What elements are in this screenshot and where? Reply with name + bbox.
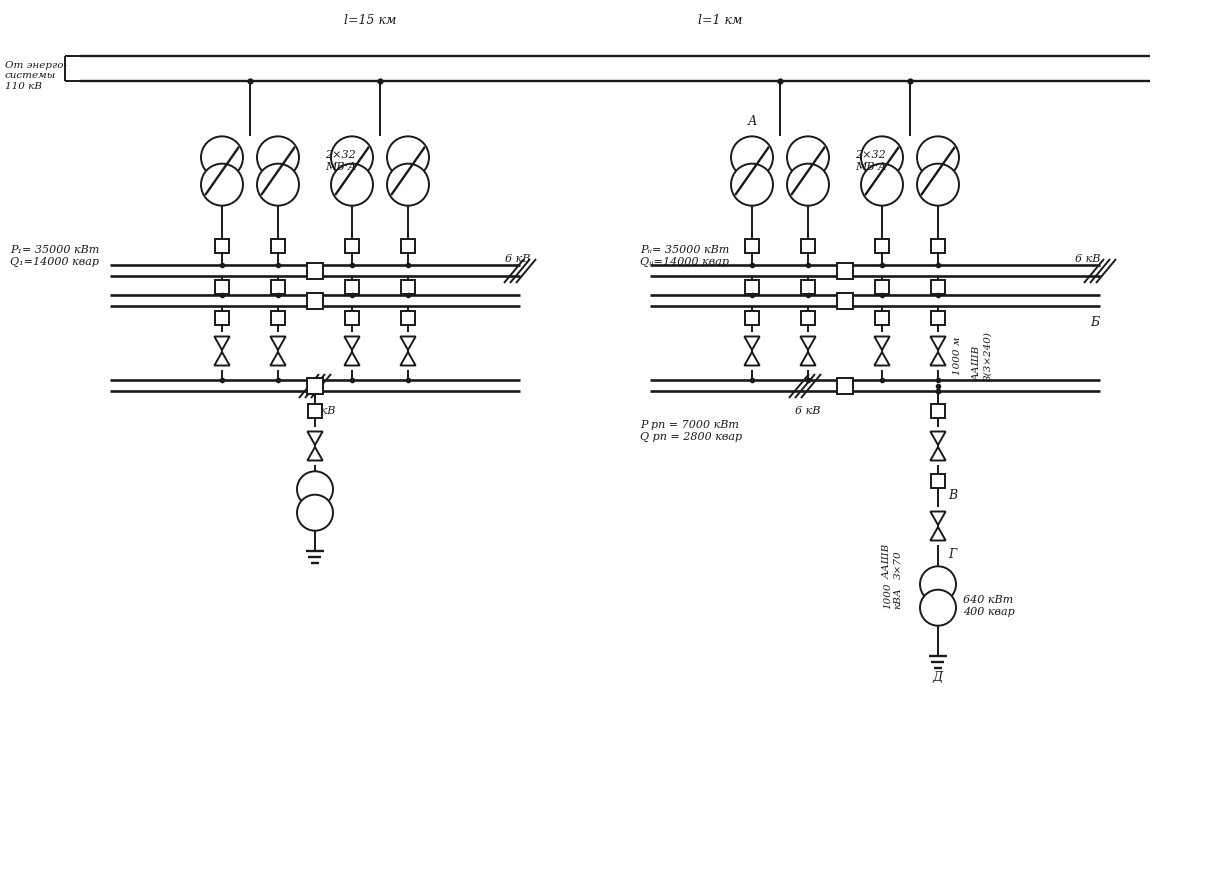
Bar	[837, 263, 853, 279]
Text: 6 кВ: 6 кВ	[505, 254, 530, 264]
Bar	[837, 378, 853, 394]
Text: Рᵢᵢ= 35000 кВт
Qᵢᵢ=14000 квар: Рᵢᵢ= 35000 кВт Qᵢᵢ=14000 квар	[639, 245, 729, 267]
Bar	[307, 293, 323, 309]
Bar	[837, 293, 853, 309]
Text: 2×32
МВ·А: 2×32 МВ·А	[325, 150, 356, 172]
Bar	[801, 239, 816, 253]
Bar	[308, 404, 322, 418]
Bar	[801, 280, 816, 294]
Text: От энерго-
системы
110 кВ: От энерго- системы 110 кВ	[5, 61, 67, 91]
Text: 640 кВт
400 квар: 640 кВт 400 квар	[963, 595, 1015, 617]
Text: 1000 м: 1000 м	[954, 336, 962, 375]
Circle shape	[297, 471, 333, 507]
Text: 1000
кВА: 1000 кВА	[883, 583, 902, 609]
Circle shape	[920, 590, 956, 625]
Circle shape	[201, 164, 243, 206]
Text: Р рп = 7000 кВт
Q рп = 2800 квар: Р рп = 7000 кВт Q рп = 2800 квар	[639, 420, 742, 442]
Bar	[307, 378, 323, 394]
Bar	[400, 280, 415, 294]
Bar	[875, 280, 890, 294]
Bar	[216, 239, 229, 253]
Circle shape	[731, 164, 772, 206]
Text: 6 кВ: 6 кВ	[310, 406, 335, 416]
Text: 2×32
МВ·А: 2×32 МВ·А	[855, 150, 886, 172]
Bar	[745, 280, 759, 294]
Bar	[931, 474, 945, 488]
Bar	[875, 239, 890, 253]
Circle shape	[331, 137, 373, 179]
Text: 6 кВ: 6 кВ	[795, 406, 821, 416]
Bar	[801, 311, 816, 325]
Bar	[307, 263, 323, 279]
Bar	[271, 280, 285, 294]
Bar	[400, 311, 415, 325]
Bar	[271, 239, 285, 253]
Text: ААШВ
3×70: ААШВ 3×70	[883, 543, 902, 579]
Bar	[271, 311, 285, 325]
Text: 6 кВ: 6 кВ	[1076, 254, 1100, 264]
Circle shape	[920, 566, 956, 603]
Bar	[745, 311, 759, 325]
Text: l=1 км: l=1 км	[697, 15, 742, 27]
Bar	[400, 239, 415, 253]
Text: В: В	[947, 490, 957, 503]
Bar	[345, 280, 359, 294]
Bar	[345, 239, 359, 253]
Circle shape	[331, 164, 373, 206]
Circle shape	[387, 164, 429, 206]
Text: ААШВ
3(3×240): ААШВ 3(3×240)	[973, 331, 993, 381]
Circle shape	[731, 137, 772, 179]
Bar	[216, 280, 229, 294]
Circle shape	[787, 137, 829, 179]
Circle shape	[787, 164, 829, 206]
Bar	[345, 311, 359, 325]
Text: Г: Г	[947, 548, 956, 561]
Bar	[931, 280, 945, 294]
Bar	[931, 239, 945, 253]
Bar	[745, 239, 759, 253]
Circle shape	[257, 164, 299, 206]
Circle shape	[297, 495, 333, 531]
Circle shape	[861, 164, 903, 206]
Circle shape	[917, 137, 958, 179]
Text: l=15 км: l=15 км	[344, 15, 397, 27]
Text: А: А	[748, 116, 756, 129]
Circle shape	[387, 137, 429, 179]
Circle shape	[257, 137, 299, 179]
Circle shape	[861, 137, 903, 179]
Circle shape	[201, 137, 243, 179]
Bar	[931, 311, 945, 325]
Bar	[875, 311, 890, 325]
Text: Б: Б	[1090, 316, 1099, 329]
Text: Д: Д	[933, 671, 942, 684]
Text: Р₁= 35000 кВт
Q₁=14000 квар: Р₁= 35000 кВт Q₁=14000 квар	[10, 245, 100, 267]
Bar	[216, 311, 229, 325]
Circle shape	[917, 164, 958, 206]
Bar	[931, 404, 945, 418]
